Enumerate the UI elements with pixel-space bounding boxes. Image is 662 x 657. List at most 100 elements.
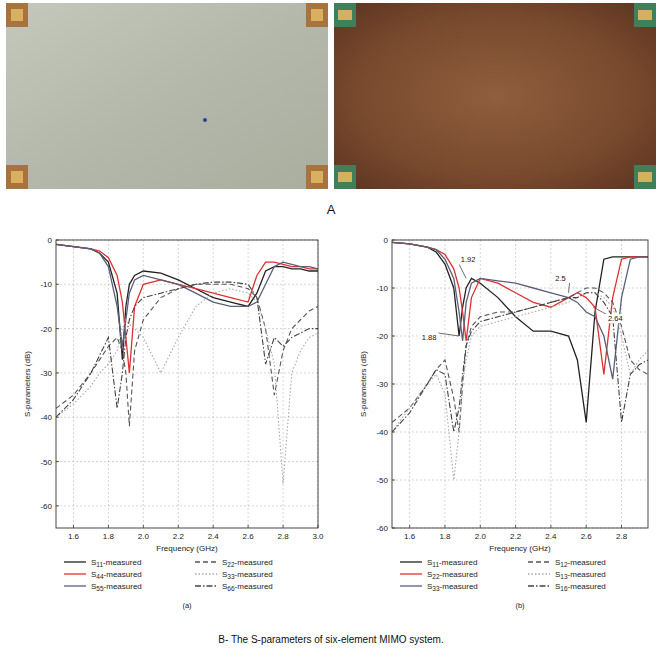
legend-entry: S33-measured [222,570,273,580]
text-part: -measured [103,558,141,567]
legend-entry: S55-measured [91,582,142,592]
grid-line [283,240,284,528]
panel-label: (b) [515,601,525,610]
substrate-edge [334,165,356,189]
x-axis-title: Frequency (GHz) [489,544,551,553]
connector [11,171,23,183]
x-tick-label: 2.0 [475,532,487,541]
legend-swatch [528,561,550,562]
board-front [6,3,328,189]
tick [248,525,249,528]
y-tick-label: -40 [40,413,52,422]
tick [409,525,410,528]
text-part: -measured [568,558,606,567]
legend-entry: S33-measured [427,582,478,592]
legend-entry: S16-measured [555,582,606,592]
chart: 1.61.82.02.22.42.62.80-10-20-30-40-50-60… [359,236,648,610]
annotation-arrow [438,333,459,336]
legend-entry: S13-measured [555,570,606,580]
y-tick-label: -30 [376,380,388,389]
series-line [392,242,648,374]
grid-line [73,240,74,528]
legend-entry: S22-measured [427,570,478,580]
annotation: 2.5 [555,274,565,283]
grid-line [392,432,648,433]
x-tick-label: 1.8 [439,532,451,541]
x-tick-label: 1.6 [404,532,416,541]
grid-line [56,328,318,329]
legend-swatch [195,585,217,586]
substrate-edge [334,3,356,27]
grid-line [392,384,648,385]
series-line [56,289,318,484]
legend-entry: S12-measured [555,558,606,568]
y-tick-label: 0 [384,236,389,245]
grid-line [248,240,249,528]
y-tick-label: 0 [48,236,53,245]
series-line [56,282,318,417]
tick [392,288,395,289]
text-part: -measured [104,570,142,579]
legend-swatch [400,561,422,562]
x-tick-label: 1.8 [103,532,115,541]
tick [178,525,179,528]
x-axis-title: Frequency (GHz) [156,544,218,553]
tick [73,525,74,528]
x-tick-label: 1.6 [68,532,80,541]
x-tick-label: 2.4 [545,532,557,541]
tick [392,336,395,337]
connector-pad [306,165,328,189]
text-part: -measured [235,570,273,579]
dot [203,118,207,122]
grid-line [143,240,144,528]
tick [108,525,109,528]
annotation-bg [551,274,571,283]
text-part: -measured [235,582,273,591]
legend-entry: S44-measured [91,570,142,580]
series-line [56,284,318,426]
y-tick-label: -30 [40,369,52,378]
grid-line [392,288,648,289]
x-tick-label: 2.0 [138,532,150,541]
text-part: -measured [568,570,606,579]
grid-line [213,240,214,528]
tick [392,480,395,481]
substrate-edge [634,165,656,189]
annotation-arrow [593,307,606,314]
caption: B- The S-parameters of six-element MIMO … [218,634,443,645]
series-line [56,244,318,346]
series-line [56,244,318,372]
series-line [392,293,648,432]
x-tick-label: 3.0 [312,532,324,541]
legend-swatch [64,585,86,586]
series-line [392,242,648,422]
y-tick-label: -40 [376,428,388,437]
text-part: -measured [104,582,142,591]
figure: A B- The S-parameters of six-element MIMO… [0,0,662,657]
connector [638,172,652,182]
x-tick-label: 2.2 [173,532,185,541]
annotation-bg [419,333,439,342]
legend-swatch [195,573,217,574]
y-tick-label: -60 [376,524,388,533]
legend-swatch [400,573,422,574]
photo-label: A [327,202,336,217]
connector [638,10,652,20]
legend-swatch [64,573,86,574]
legend-entry: S66-measured [222,582,273,592]
annotation-arrow [569,283,570,293]
tick [621,525,622,528]
y-tick-label: -50 [40,458,52,467]
text-part: -measured [568,582,606,591]
x-tick-label: 2.8 [616,532,628,541]
tick [283,525,284,528]
grid-line [56,505,318,506]
x-tick-label: 2.4 [208,532,220,541]
chart: 1.61.82.02.22.42.62.83.00-10-20-30-40-50… [23,236,324,610]
legend-swatch [400,585,422,586]
text-part: -measured [439,558,477,567]
text-part: -measured [235,558,273,567]
connector-pad [6,165,28,189]
tick [586,525,587,528]
connector [338,172,352,182]
